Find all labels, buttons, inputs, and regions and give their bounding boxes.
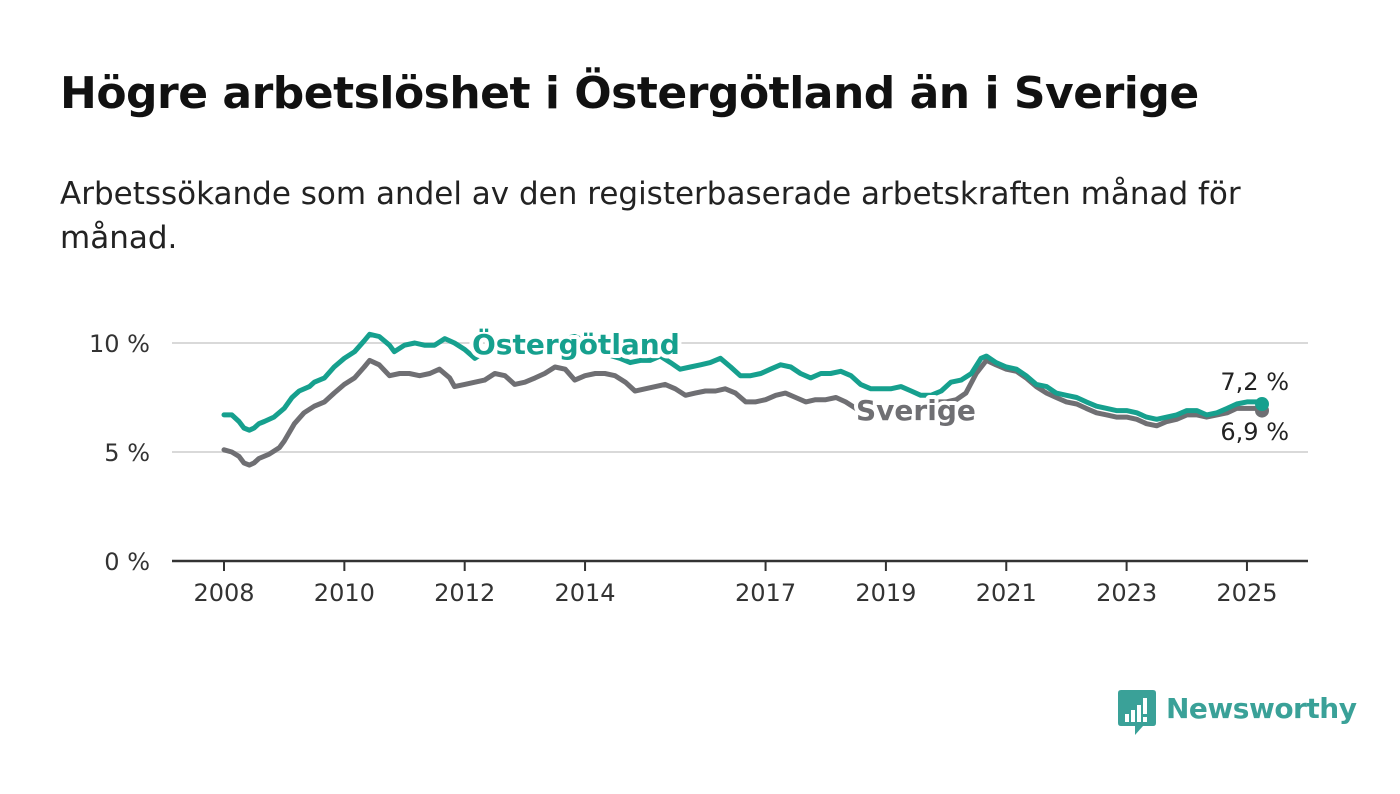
x-tick-label: 2021 bbox=[976, 579, 1037, 607]
x-tick-label: 2014 bbox=[555, 579, 616, 607]
x-tick-label: 2017 bbox=[735, 579, 796, 607]
page-title: Högre arbetslöshet i Östergötland än i S… bbox=[60, 68, 1199, 119]
series-label-sverige: Sverige bbox=[856, 394, 976, 427]
x-tick-label: 2019 bbox=[855, 579, 916, 607]
page-subtitle: Arbetssökande som andel av den registerb… bbox=[60, 176, 1241, 256]
x-tick-label: 2010 bbox=[314, 579, 375, 607]
end-value-ostergotland: 7,2 % bbox=[1220, 368, 1289, 396]
x-axis: 2008 2010 2012 2014 2017 2019 2021 2023 2025 bbox=[172, 559, 1308, 607]
end-marker-ostergotland bbox=[1255, 397, 1269, 412]
y-tick-label: 5 % bbox=[104, 439, 150, 467]
end-value-sverige: 6,9 % bbox=[1220, 418, 1289, 446]
series-labels: Östergötland Sverige 7,2 % 6,9 % bbox=[468, 323, 1293, 450]
brand-name: Newsworthy bbox=[1166, 692, 1357, 725]
x-tick-label: 2008 bbox=[193, 579, 254, 607]
y-axis: 0 % 5 % 10 % bbox=[89, 330, 150, 576]
brand-logo: Newsworthy bbox=[1118, 688, 1357, 736]
y-tick-label: 0 % bbox=[104, 548, 150, 576]
newsworthy-logo-icon bbox=[1118, 690, 1156, 735]
series-line-sverige bbox=[221, 357, 1265, 468]
x-tick-label: 2023 bbox=[1096, 579, 1157, 607]
series-label-ostergotland: Östergötland bbox=[472, 327, 680, 361]
y-tick-label: 10 % bbox=[89, 330, 150, 358]
x-tick-label: 2025 bbox=[1216, 579, 1277, 607]
x-tick-label: 2012 bbox=[434, 579, 495, 607]
series-lines bbox=[221, 331, 1269, 468]
series-line-ostergotland bbox=[221, 331, 1265, 433]
